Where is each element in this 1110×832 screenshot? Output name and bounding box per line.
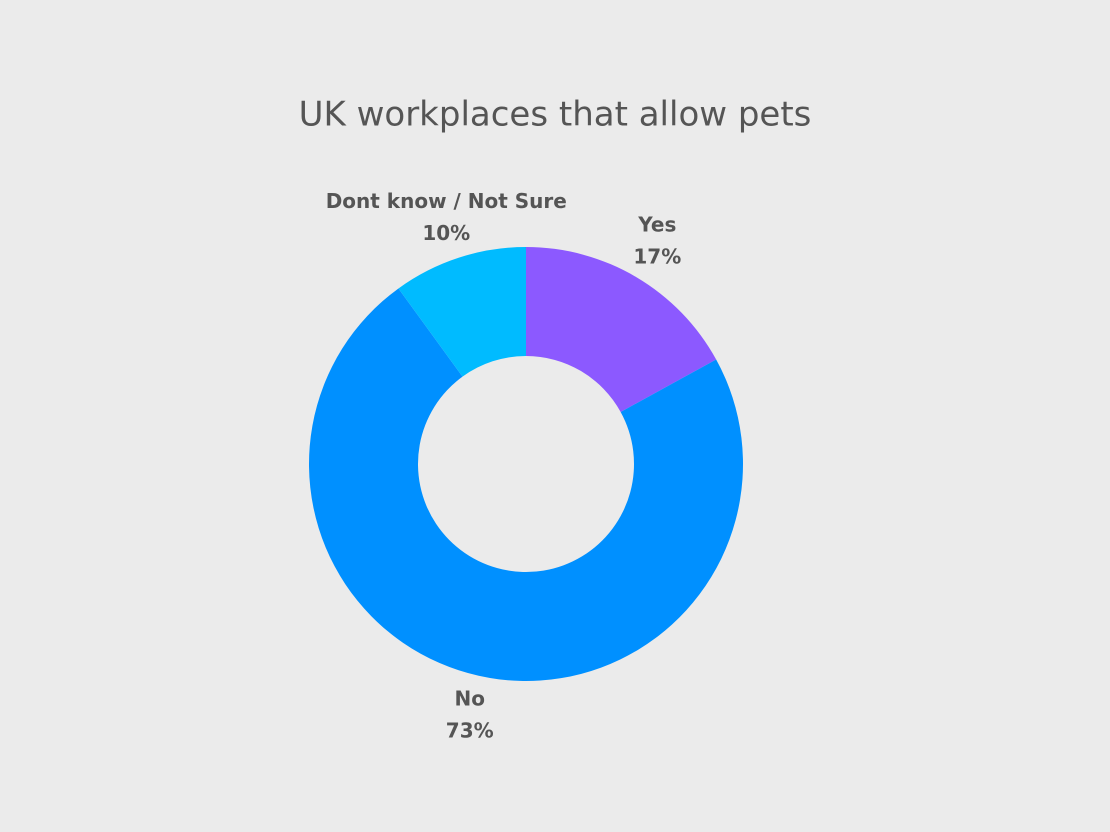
donut-slice	[526, 247, 717, 412]
slice-label: Yes	[637, 212, 676, 236]
slice-value-label: 73%	[446, 718, 494, 742]
donut-slice	[309, 288, 744, 681]
slice-value-label: 10%	[422, 221, 470, 245]
chart-title: UK workplaces that allow pets	[299, 95, 812, 135]
donut-slice	[398, 247, 526, 377]
slice-label: Dont know / Not Sure	[326, 189, 567, 213]
slice-label: No	[454, 686, 484, 710]
slice-value-label: 17%	[633, 244, 681, 268]
